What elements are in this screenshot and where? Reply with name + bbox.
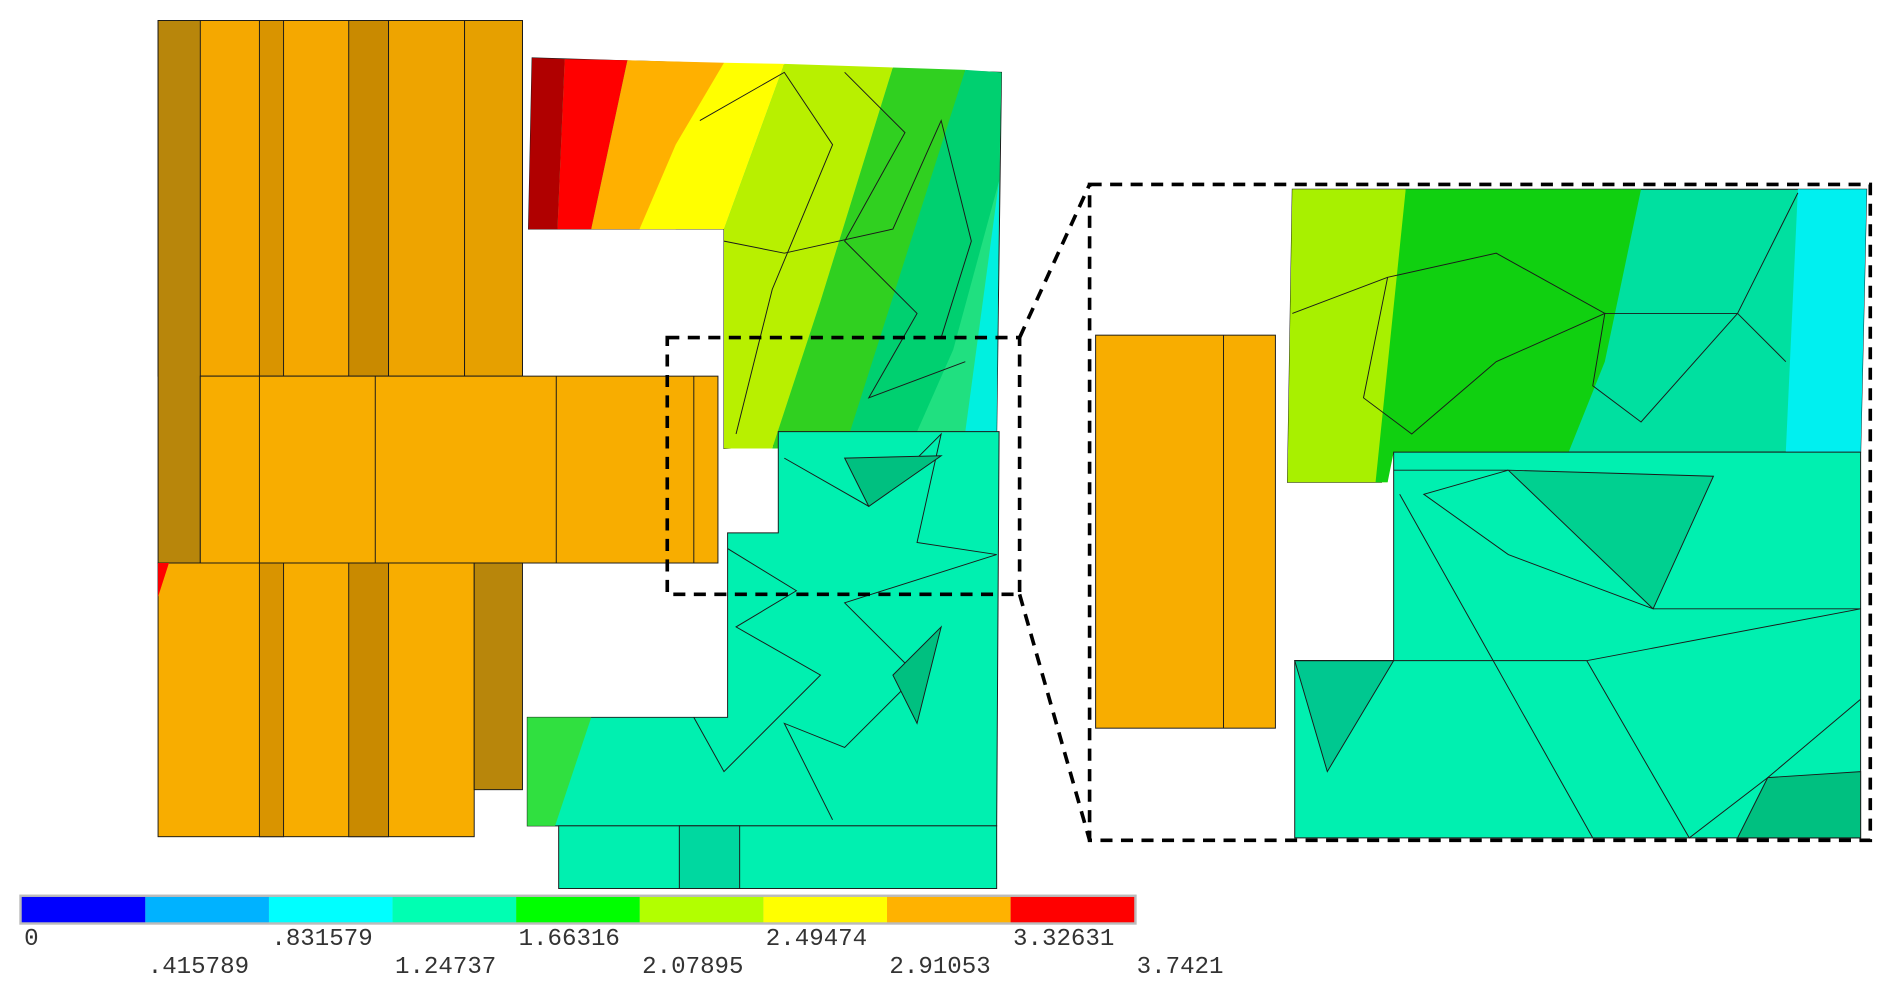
legend-band xyxy=(392,896,517,923)
legend-label: 1.66316 xyxy=(519,926,620,953)
left-block xyxy=(157,20,719,838)
legend-band xyxy=(887,896,1011,923)
edge xyxy=(723,119,972,338)
legend-label: 2.07895 xyxy=(642,954,743,981)
part xyxy=(1095,334,1276,729)
part xyxy=(388,20,466,377)
legend-band xyxy=(145,896,269,923)
edge xyxy=(693,548,822,773)
zoom-box xyxy=(665,335,1022,597)
edge xyxy=(1292,192,1799,314)
part xyxy=(892,625,943,725)
legend-band xyxy=(1010,896,1135,923)
edge xyxy=(1399,494,1594,839)
part xyxy=(558,825,998,890)
part xyxy=(348,20,390,377)
part xyxy=(528,57,565,230)
part xyxy=(199,375,719,564)
edge xyxy=(1362,277,1787,435)
part xyxy=(843,455,943,508)
legend-band xyxy=(21,896,146,923)
part xyxy=(1736,771,1862,839)
edge xyxy=(844,71,966,399)
part xyxy=(464,20,523,377)
part xyxy=(473,562,523,791)
legend-label: 0 xyxy=(24,926,38,953)
legend-label: 2.91053 xyxy=(889,954,990,981)
upper-right-part xyxy=(528,57,1002,449)
legend-band xyxy=(516,896,640,923)
part xyxy=(723,63,893,449)
part xyxy=(1375,189,1642,483)
lower-right-part xyxy=(526,431,1000,890)
legend-band xyxy=(639,896,764,923)
part xyxy=(772,67,966,449)
part xyxy=(591,60,724,230)
part xyxy=(557,59,628,230)
zoom-connector xyxy=(1017,183,1092,339)
legend-label: .415789 xyxy=(148,954,249,981)
zoom-detail xyxy=(665,182,1873,843)
part xyxy=(965,180,1000,432)
part xyxy=(1507,469,1715,610)
color-legend: 0 .415789 .831579 1.24737 1.66316 2.07895 2.49… xyxy=(19,894,1224,981)
part xyxy=(1785,189,1867,453)
legend-label: 1.24737 xyxy=(395,954,496,981)
part xyxy=(157,562,475,838)
part xyxy=(844,69,1002,449)
part xyxy=(258,20,285,377)
part xyxy=(1287,189,1406,483)
legend-label: 3.32631 xyxy=(1013,926,1114,953)
zoom-connector xyxy=(1017,593,1092,841)
edge xyxy=(1586,660,1861,839)
edge xyxy=(1294,469,1861,662)
part xyxy=(258,562,285,838)
part xyxy=(527,717,592,826)
part xyxy=(157,20,201,564)
legend-label: 2.49474 xyxy=(766,926,867,953)
legend-band xyxy=(268,896,393,923)
legend-label: 3.7421 xyxy=(1137,954,1224,981)
part xyxy=(678,825,741,890)
part xyxy=(348,562,390,838)
part xyxy=(639,62,785,230)
legend-label: .831579 xyxy=(271,926,372,953)
legend-band xyxy=(763,896,888,923)
zoom-frame xyxy=(1087,182,1873,843)
